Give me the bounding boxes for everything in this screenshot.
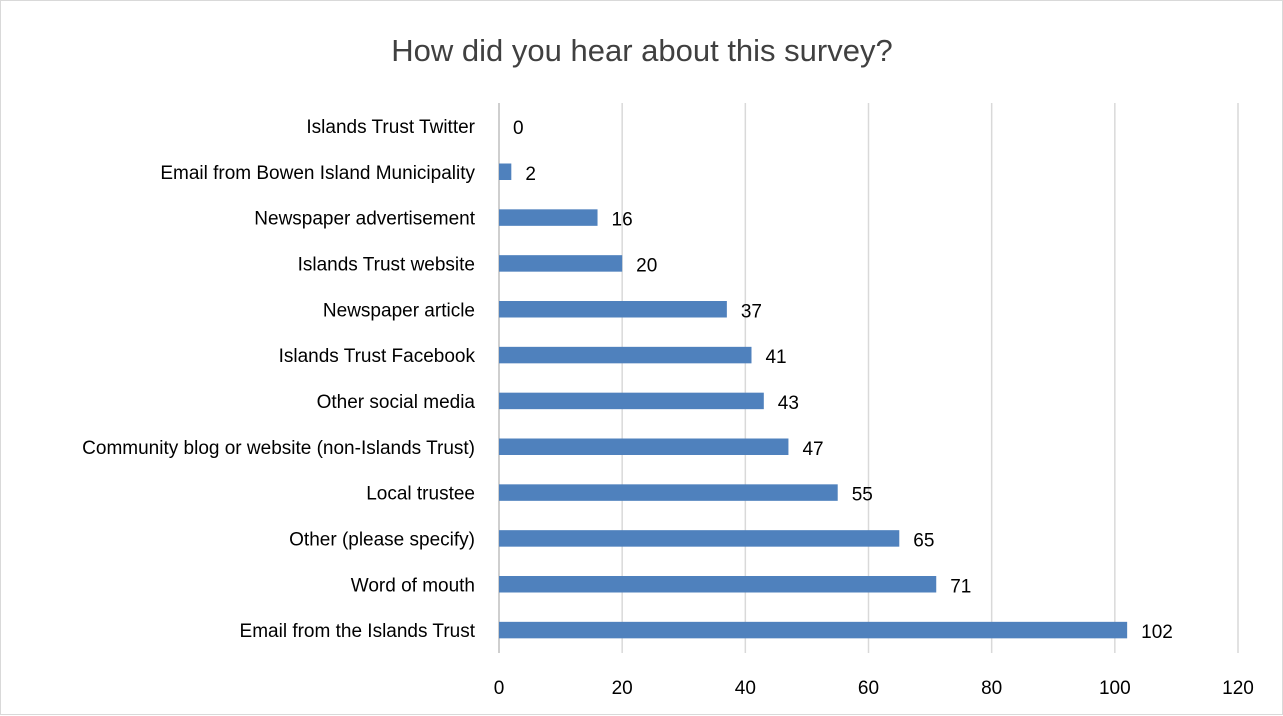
x-tick-label: 120 (1222, 678, 1254, 699)
data-label: 43 (778, 393, 799, 414)
gridlines (498, 103, 1239, 653)
category-label: Community blog or website (non-Islands T… (82, 438, 475, 459)
data-label: 0 (513, 118, 524, 139)
x-tick-label: 20 (612, 678, 633, 699)
data-label: 65 (913, 530, 934, 551)
category-label: Email from Bowen Island Municipality (160, 163, 475, 184)
category-label: Newspaper article (323, 300, 475, 321)
data-label: 41 (765, 347, 786, 368)
category-label: Email from the Islands Trust (240, 621, 476, 642)
category-axis: Islands Trust Twitter Email from Bowen Is… (82, 117, 476, 642)
x-tick-label: 0 (494, 678, 505, 699)
bar (499, 392, 764, 410)
data-label: 37 (741, 301, 762, 322)
bar (499, 346, 752, 364)
bar (499, 484, 838, 501)
category-label: Word of mouth (351, 575, 475, 596)
bar (499, 438, 789, 455)
bar (499, 301, 727, 318)
data-label: 16 (612, 210, 633, 231)
data-label: 2 (525, 164, 536, 185)
category-label: Islands Trust website (298, 254, 475, 275)
bar (499, 621, 1128, 639)
bars (499, 163, 1128, 639)
category-label: Other (please specify) (289, 529, 475, 550)
category-label: Other social media (317, 392, 476, 413)
category-label: Islands Trust Twitter (306, 117, 475, 138)
x-tick-label: 80 (981, 678, 1002, 699)
data-label: 102 (1141, 622, 1173, 643)
data-label: 20 (636, 255, 657, 276)
x-tick-label: 40 (735, 678, 756, 699)
bar (499, 576, 937, 593)
x-tick-label: 100 (1099, 678, 1131, 699)
data-label: 71 (950, 576, 971, 597)
bar (499, 163, 512, 180)
chart-title: How did you hear about this survey? (391, 33, 892, 68)
data-label: 55 (852, 485, 873, 506)
bar (499, 255, 623, 272)
bar (499, 530, 900, 547)
category-label: Newspaper advertisement (254, 209, 475, 230)
data-label: 47 (802, 439, 823, 460)
category-label: Local trustee (366, 484, 475, 505)
labels: 0 20 40 60 80 100 120 0 2 16 20 37 41 43 47 55 65 71 102 (494, 118, 1254, 699)
category-label: Islands Trust Facebook (279, 346, 476, 367)
x-tick-label: 60 (858, 678, 879, 699)
bar (499, 209, 598, 226)
